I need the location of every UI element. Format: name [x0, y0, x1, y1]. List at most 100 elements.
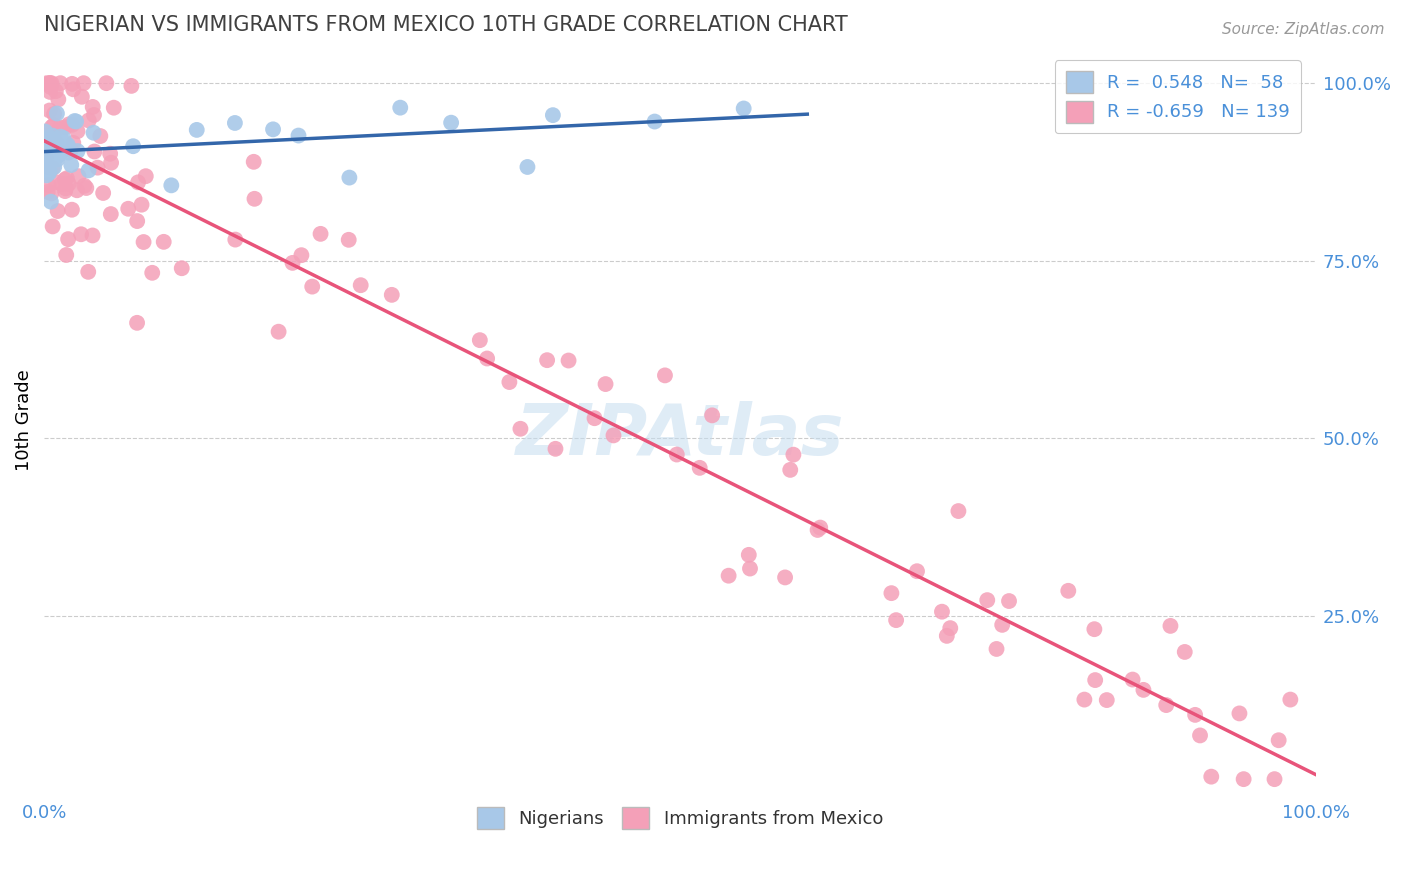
Point: [49, 140, 72, 154]
Point: [1263, 772, 1285, 786]
Point: [44, 160, 66, 174]
Point: [100, 207, 122, 221]
Point: [1229, 706, 1251, 721]
Point: [56, 232, 79, 246]
Point: [62, 136, 84, 150]
Point: [41, 128, 63, 143]
Point: [34, 131, 56, 145]
Point: [35, 150, 58, 164]
Point: [224, 116, 246, 130]
Point: [65, 114, 87, 128]
Text: Source: ZipAtlas.com: Source: ZipAtlas.com: [1222, 22, 1385, 37]
Point: [389, 101, 412, 115]
Point: [53, 184, 76, 198]
Point: [41, 219, 63, 234]
Point: [1122, 673, 1144, 687]
Point: [808, 520, 831, 534]
Point: [1174, 645, 1197, 659]
Point: [34, 138, 56, 153]
Point: [1159, 619, 1181, 633]
Point: [56, 171, 79, 186]
Point: [73, 178, 96, 193]
Point: [931, 605, 953, 619]
Point: [46, 204, 69, 219]
Point: [152, 235, 174, 249]
Point: [42, 119, 65, 133]
Point: [644, 114, 666, 128]
Point: [38, 163, 60, 178]
Point: [38, 103, 60, 118]
Point: [127, 214, 149, 228]
Point: [905, 564, 928, 578]
Point: [49, 129, 72, 144]
Point: [880, 586, 903, 600]
Point: [39, 80, 62, 95]
Point: [42, 107, 65, 121]
Point: [83, 108, 105, 122]
Point: [46, 92, 69, 106]
Text: NIGERIAN VS IMMIGRANTS FROM MEXICO 10TH GRADE CORRELATION CHART: NIGERIAN VS IMMIGRANTS FROM MEXICO 10TH …: [44, 15, 848, 35]
Point: [45, 84, 67, 98]
Point: [290, 248, 312, 262]
Point: [45, 106, 67, 120]
Point: [301, 279, 323, 293]
Point: [52, 136, 75, 150]
Point: [998, 594, 1021, 608]
Point: [541, 108, 564, 122]
Point: [224, 233, 246, 247]
Point: [38, 161, 60, 175]
Point: [34, 155, 56, 169]
Point: [96, 76, 118, 90]
Point: [35, 135, 58, 149]
Point: [98, 146, 121, 161]
Point: [38, 76, 60, 90]
Point: [350, 278, 373, 293]
Point: [38, 76, 60, 90]
Point: [41, 131, 63, 145]
Point: [70, 89, 93, 103]
Point: [42, 142, 65, 156]
Point: [267, 325, 290, 339]
Point: [127, 175, 149, 189]
Point: [39, 85, 62, 99]
Point: [1189, 728, 1212, 742]
Point: [39, 194, 62, 209]
Point: [654, 368, 676, 383]
Point: [70, 227, 93, 242]
Point: [1199, 770, 1222, 784]
Point: [45, 175, 67, 189]
Point: [66, 124, 89, 138]
Point: [440, 116, 463, 130]
Point: [58, 117, 80, 131]
Point: [77, 113, 100, 128]
Point: [1132, 682, 1154, 697]
Point: [41, 161, 63, 175]
Point: [665, 448, 688, 462]
Point: [72, 76, 94, 90]
Point: [1154, 698, 1177, 712]
Point: [170, 261, 193, 276]
Point: [262, 122, 284, 136]
Point: [125, 316, 148, 330]
Point: [287, 128, 309, 143]
Point: [135, 169, 157, 184]
Point: [49, 76, 72, 90]
Point: [41, 120, 63, 134]
Point: [122, 139, 145, 153]
Point: [1084, 673, 1107, 687]
Point: [34, 147, 56, 161]
Point: [779, 463, 801, 477]
Point: [66, 144, 89, 158]
Point: [935, 629, 957, 643]
Point: [51, 177, 73, 191]
Y-axis label: 10th Grade: 10th Grade: [15, 369, 32, 471]
Point: [536, 353, 558, 368]
Point: [583, 411, 606, 425]
Point: [782, 448, 804, 462]
Point: [60, 118, 83, 132]
Point: [41, 186, 63, 201]
Point: [41, 131, 63, 145]
Point: [309, 227, 332, 241]
Point: [986, 642, 1008, 657]
Point: [55, 248, 77, 262]
